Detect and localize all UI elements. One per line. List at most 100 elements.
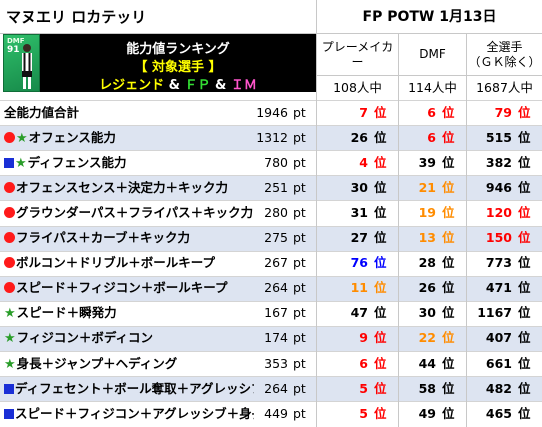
rank-unit: 位: [374, 330, 387, 346]
rank-value: 21: [418, 179, 436, 195]
rank-unit: 位: [442, 330, 455, 346]
kind-amp: &: [164, 78, 185, 92]
column-header-all: 全選手 （ＧＫ除く）: [466, 34, 542, 76]
table-row: [0, 325, 542, 351]
red-circle-icon: [4, 181, 15, 193]
rank-unit: 位: [374, 230, 387, 245]
rank-unit: 位: [442, 355, 455, 371]
rank-unit: 位: [518, 154, 531, 170]
table-row: [0, 200, 542, 225]
row-label-text: ボルコン＋ドリブル＋ボールキープ: [16, 255, 216, 271]
rank-value: 4: [359, 154, 368, 170]
red-circle-icon: [4, 282, 15, 294]
rank-unit: 位: [374, 179, 387, 195]
stat-value: 264: [264, 380, 288, 396]
stat-value: 174: [264, 330, 288, 346]
row-label-text: 全能力値合計: [4, 104, 80, 120]
player-name: マヌエリ ロカテッリ: [0, 0, 316, 34]
rank-value: 22: [418, 330, 436, 346]
rank-unit: 位: [374, 154, 387, 170]
stat-value: 267: [264, 255, 288, 271]
green-star-icon: ★: [4, 306, 16, 322]
pt-unit: pt: [293, 305, 306, 321]
kind-fp: ＦＰ: [184, 78, 211, 92]
rank-value: 482: [485, 380, 512, 396]
row-label: オフェンスセンス＋決定力＋キック力: [4, 177, 254, 199]
rank-value: 661: [485, 355, 512, 371]
row-label-text: フライパス＋カーブ＋キック力: [16, 230, 191, 245]
row-label-text: 身長＋ジャンプ＋ヘディング: [16, 355, 178, 371]
row-label-text: グラウンダーパス＋フライパス＋キック力: [16, 204, 254, 220]
rank-unit: 位: [518, 230, 531, 245]
pt-unit: pt: [293, 104, 306, 120]
rank-unit: 位: [518, 355, 531, 371]
rank-value: 39: [418, 154, 436, 170]
table-row: [0, 125, 542, 151]
blue-square-icon: [4, 383, 14, 394]
stat-value: 449: [264, 405, 288, 421]
rank-unit: 位: [442, 154, 455, 170]
rank-value: 47: [350, 305, 368, 321]
table-row: [0, 275, 542, 301]
green-star-icon: ★: [16, 130, 28, 146]
rank-unit: 位: [442, 179, 455, 195]
rank-value: 5: [359, 380, 368, 396]
rank-unit: 位: [442, 305, 455, 321]
column-header-dmf: DMF: [398, 34, 466, 76]
rank-unit: 位: [374, 380, 387, 396]
row-label-text: スピード＋フィジコン＋ボールキープ: [16, 280, 228, 296]
rank-value: 27: [350, 230, 368, 245]
row-label: 全能力値合計: [4, 102, 254, 124]
rank-value: 19: [418, 204, 436, 220]
table-row: [0, 175, 542, 201]
rank-value: 120: [485, 204, 512, 220]
row-label: スピード＋フィジコン＋ボールキープ: [4, 277, 254, 299]
rank-value: 26: [350, 129, 368, 145]
player-card: DMF 91: [3, 34, 40, 92]
stat-value: 1946: [256, 104, 288, 120]
rank-value: 30: [418, 305, 436, 321]
rank-value: 58: [418, 380, 436, 396]
rank-unit: 位: [374, 355, 387, 371]
red-circle-icon: [4, 257, 15, 269]
rank-unit: 位: [518, 129, 531, 145]
rank-value: 44: [418, 355, 436, 371]
table-row: [0, 150, 542, 175]
rank-unit: 位: [442, 255, 455, 271]
rank-value: 30: [350, 179, 368, 195]
column-count: 114人中: [398, 76, 466, 100]
pt-unit: pt: [293, 179, 306, 195]
pt-unit: pt: [293, 154, 306, 170]
rank-unit: 位: [374, 129, 387, 145]
divider: [398, 100, 399, 427]
stat-value: 275: [264, 230, 288, 245]
stat-value: 251: [264, 179, 288, 195]
rank-unit: 位: [442, 405, 455, 421]
rank-value: 79: [494, 104, 512, 120]
pt-unit: pt: [293, 405, 306, 421]
column-title: プレーメイカー: [321, 39, 394, 69]
ranking-title-box: 能力値ランキング 【 対象選手 】 レジェンド & ＦＰ & ＩＭ: [40, 34, 316, 92]
rank-value: 773: [485, 255, 512, 271]
divider: [316, 100, 317, 427]
rank-unit: 位: [374, 255, 387, 271]
event-label: FP POTW 1月13日: [316, 0, 542, 34]
table-row: [0, 401, 542, 426]
row-label-text: ディフェセント＋ボール奪取＋アグレッシブ: [15, 380, 254, 396]
stat-value: 353: [264, 355, 288, 371]
red-circle-icon: [4, 232, 15, 243]
stat-value: 1312: [256, 129, 288, 145]
blue-square-icon: [4, 408, 14, 419]
column-header-playmaker: プレーメイカー: [316, 34, 398, 76]
table-row: [0, 100, 542, 125]
rank-value: 26: [418, 280, 436, 296]
rank-value: 515: [485, 129, 512, 145]
pt-unit: pt: [293, 280, 306, 296]
rank-value: 946: [485, 179, 512, 195]
table-row: [0, 376, 542, 402]
rank-value: 6: [427, 129, 436, 145]
table-row: [0, 225, 542, 251]
rank-value: 13: [418, 230, 436, 245]
green-star-icon: ★: [4, 331, 16, 347]
